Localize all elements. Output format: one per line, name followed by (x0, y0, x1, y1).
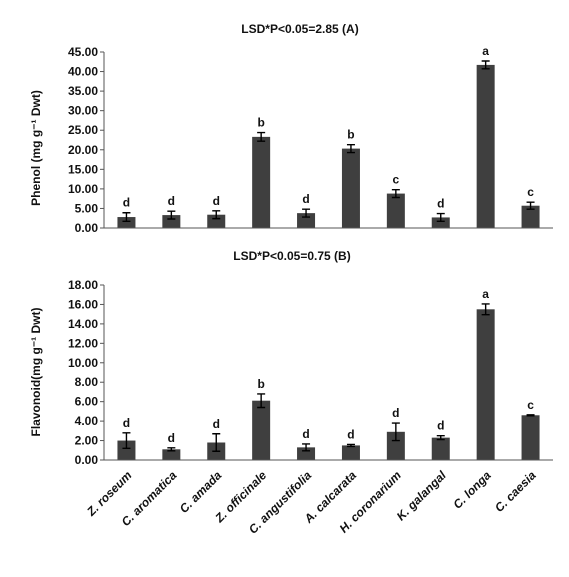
flavonoid-y-tick-label: 10.00 (68, 356, 98, 370)
flavonoid-bars (117, 309, 540, 460)
flavonoid-y-tick-label: 18.00 (68, 278, 98, 292)
phenol-significance-letter: c (393, 173, 400, 187)
flavonoid-significance-letter: a (482, 287, 489, 301)
phenol-bar (162, 215, 181, 228)
phenol-bar (207, 214, 226, 228)
flavonoid-y-tick-label: 16.00 (68, 297, 98, 311)
phenol-error-bar (346, 143, 355, 154)
flavonoid-error-bar (436, 434, 445, 441)
phenol-bar (386, 193, 405, 228)
flavonoid-y-tick-label: 12.00 (68, 336, 98, 350)
flavonoid-significance-letter: c (527, 398, 534, 412)
phenol-y-tick-label: 45.00 (68, 45, 98, 59)
flavonoid-error-bar (212, 433, 221, 452)
phenol-significance-letter: a (482, 44, 489, 58)
phenol-error-bar (391, 188, 400, 199)
phenol-y-tick-label: 40.00 (68, 65, 98, 79)
phenol-bar (476, 64, 495, 228)
flavonoid-bar (252, 400, 271, 460)
phenol-chart-title: LSD*P<0.05=2.85 (A) (241, 22, 358, 36)
phenol-y-tick-label: 5.00 (75, 201, 99, 215)
flavonoid-significance-letter: d (437, 419, 444, 433)
flavonoid-bar (476, 309, 495, 460)
flavonoid-significance-letter: d (168, 431, 175, 445)
flavonoid-significance-letter: b (257, 377, 264, 391)
phenol-significance-letters: d d d b d b c d a c (123, 44, 534, 211)
flavonoid-error-bar (167, 447, 176, 452)
flavonoid-significance-letters: d d d b d d d d a c (123, 287, 534, 445)
flavonoid-error-bars (122, 303, 535, 452)
phenol-error-bar (167, 210, 176, 220)
phenol-y-ticks: 0.00 5.00 10.00 15.00 20.00 25.00 30.00 35.00 40… (68, 45, 104, 235)
x-category-label: K. galangal (394, 468, 450, 524)
flavonoid-error-bar (122, 432, 131, 450)
flavonoid-significance-letter: d (302, 427, 309, 441)
flavonoid-y-tick-label: 0.00 (75, 453, 99, 467)
x-category-label: C. amada (177, 468, 225, 516)
phenol-y-tick-label: 25.00 (68, 123, 98, 137)
flavonoid-y-tick-label: 4.00 (75, 414, 99, 428)
flavonoid-error-bar (302, 443, 311, 452)
flavonoid-error-bar (391, 422, 400, 442)
flavonoid-error-bar (346, 443, 355, 448)
flavonoid-bar (521, 415, 540, 460)
flavonoid-significance-letter: d (392, 406, 399, 420)
flavonoid-y-tick-label: 8.00 (75, 375, 99, 389)
phenol-error-bar (257, 131, 266, 142)
phenol-y-tick-label: 10.00 (68, 182, 98, 196)
flavonoid-y-ticks: 0.00 2.00 4.00 6.00 8.00 10.00 12.00 14.00 16.00… (68, 278, 104, 467)
phenol-y-tick-label: 20.00 (68, 143, 98, 157)
flavonoid-significance-letter: d (347, 427, 354, 441)
phenol-bar (297, 213, 316, 228)
flavonoid-y-tick-label: 6.00 (75, 395, 99, 409)
phenol-error-bar (436, 212, 445, 223)
flavonoid-error-bar (481, 303, 490, 316)
phenol-significance-letter: b (257, 116, 264, 130)
flavonoid-y-axis-label: Flavonoid(mg g⁻¹ Dwt) (29, 308, 43, 437)
flavonoid-bar (341, 445, 360, 460)
x-category-label: C. longa (450, 468, 494, 512)
flavonoid-bar (162, 449, 181, 460)
flavonoid-bar (297, 447, 316, 460)
phenol-y-tick-label: 15.00 (68, 162, 98, 176)
flavonoid-y-tick-label: 2.00 (75, 434, 99, 448)
phenol-bars (117, 64, 540, 228)
phenol-error-bar (302, 208, 311, 218)
flavonoid-significance-letter: d (123, 416, 130, 430)
phenol-bar (431, 217, 450, 228)
phenol-y-tick-label: 0.00 (75, 221, 99, 235)
phenol-y-tick-label: 35.00 (68, 84, 98, 98)
phenol-significance-letter: d (213, 194, 220, 208)
phenol-significance-letter: d (437, 197, 444, 211)
flavonoid-bar (386, 431, 405, 460)
phenol-bar (252, 136, 271, 228)
phenol-y-axis-label: Phenol (mg g⁻¹ Dwt) (29, 90, 43, 206)
flavonoid-chart-panel: LSD*P<0.05=0.75 (B) Flavonoid(mg g⁻¹ Dwt… (29, 249, 553, 467)
phenol-error-bar (212, 210, 221, 220)
phenol-error-bar (481, 60, 490, 70)
flavonoid-significance-letter: d (213, 417, 220, 431)
flavonoid-y-tick-label: 14.00 (68, 317, 98, 331)
phenol-significance-letter: c (527, 185, 534, 199)
phenol-significance-letter: b (347, 128, 354, 142)
x-category-label: C. caesia (492, 468, 539, 515)
phenol-significance-letter: d (168, 194, 175, 208)
phenol-bar (341, 148, 360, 228)
flavonoid-error-bar (257, 393, 266, 409)
flavonoid-chart-title: LSD*P<0.05=0.75 (B) (233, 249, 350, 263)
phenol-error-bar (122, 212, 131, 223)
phenol-bar (521, 205, 540, 228)
flavonoid-error-bar (526, 414, 535, 417)
phenol-y-tick-label: 30.00 (68, 104, 98, 118)
phenol-error-bar (526, 201, 535, 210)
phenol-error-bars (122, 60, 535, 223)
phenol-chart-panel: LSD*P<0.05=2.85 (A) Phenol (mg g⁻¹ Dwt) … (29, 22, 553, 235)
phenol-significance-letter: d (302, 192, 309, 206)
flavonoid-bar (431, 437, 450, 460)
phenol-bar (117, 217, 136, 228)
flavonoid-bar (117, 440, 136, 460)
phenol-significance-letter: d (123, 196, 130, 210)
